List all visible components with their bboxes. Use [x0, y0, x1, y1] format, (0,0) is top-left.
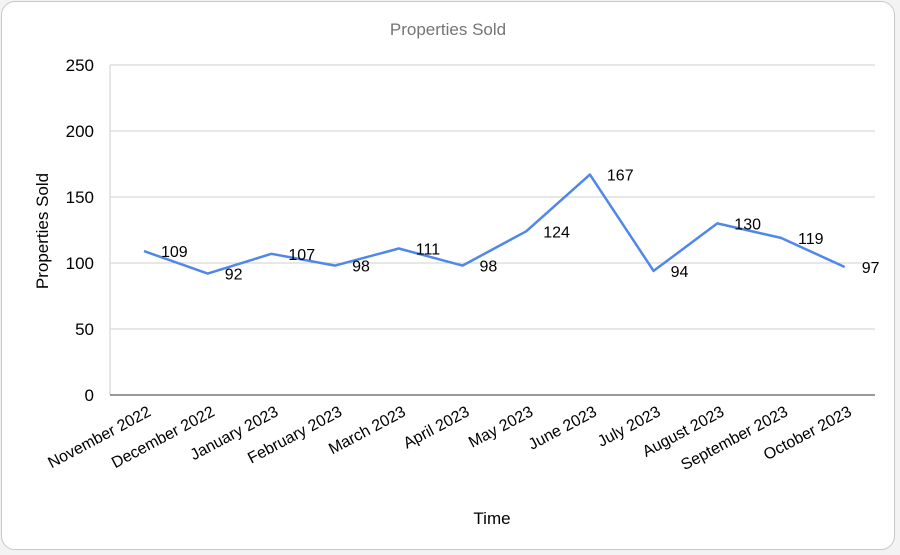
gridlines: [109, 64, 875, 395]
data-label: 98: [352, 259, 370, 276]
x-tick-label: May 2023: [466, 403, 536, 451]
data-label: 167: [607, 168, 634, 185]
y-tick-label: 150: [66, 188, 94, 207]
data-label: 119: [798, 231, 824, 248]
x-tick-label: June 2023: [526, 403, 600, 453]
data-label: 109: [161, 244, 188, 261]
x-tick-label: November 2022: [45, 403, 154, 472]
data-labels: 109 92 107 98 111 98 124 167 94 130 119 97: [161, 168, 880, 284]
chart-title: Properties Sold: [390, 20, 506, 39]
data-label: 97: [862, 260, 880, 277]
y-tick-label: 200: [66, 122, 94, 141]
data-label: 107: [288, 247, 315, 264]
data-label: 92: [225, 267, 243, 284]
y-axis-title: Properties Sold: [33, 173, 52, 289]
x-axis-title: Time: [473, 509, 510, 528]
data-label: 124: [543, 224, 570, 241]
data-label: 130: [734, 216, 761, 233]
series-layer: [143, 173, 846, 275]
y-tick-label: 50: [75, 320, 94, 339]
y-axis-ticks: 0 50 100 150 200 250: [66, 56, 94, 405]
data-label: 98: [480, 259, 498, 276]
series-line: [143, 173, 846, 275]
y-tick-label: 250: [66, 56, 94, 75]
x-tick-label: April 2023: [401, 403, 473, 452]
data-label: 94: [671, 264, 689, 281]
x-tick-label: September 2023: [678, 403, 791, 474]
y-tick-label: 100: [66, 254, 94, 273]
data-label: 111: [416, 241, 440, 258]
y-tick-label: 0: [85, 386, 94, 405]
